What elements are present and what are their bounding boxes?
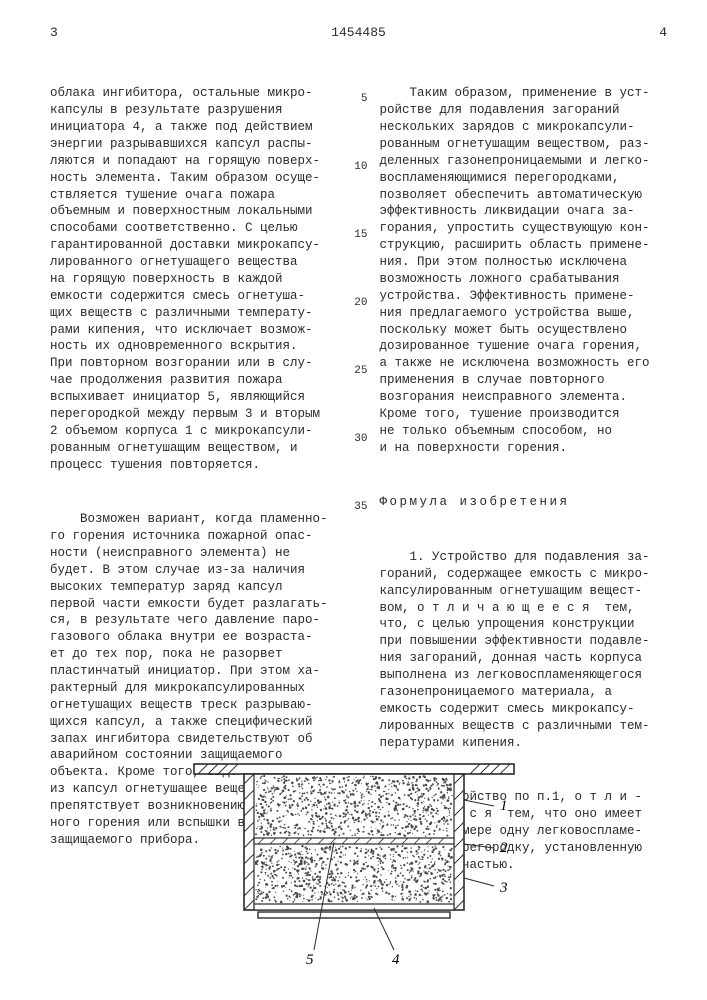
page-number-right: 4: [627, 24, 667, 42]
figure-label-5: 5: [306, 952, 314, 968]
figure-label-4: 4: [392, 952, 400, 968]
figure-label-2: 2: [500, 840, 508, 856]
line-mark: 30: [350, 432, 368, 500]
page-header: 3 1454485 4: [50, 24, 667, 42]
formula-title: Формула изобретения: [380, 494, 668, 511]
figure-label-1: 1: [500, 798, 508, 814]
device-diagram: 1 2 3 4 5: [174, 760, 534, 970]
line-mark: 25: [350, 364, 368, 432]
line-mark: 5: [350, 92, 368, 160]
right-paragraph-1: Таким образом, применение в уст- ройстве…: [380, 85, 668, 456]
figure-label-3: 3: [499, 880, 508, 896]
line-mark: 15: [350, 228, 368, 296]
document-number: 1454485: [90, 24, 627, 42]
claim-1: 1. Устройство для подавления за- гораний…: [380, 549, 668, 752]
figure-container: 1 2 3 4 5: [0, 760, 707, 970]
line-mark: 20: [350, 296, 368, 364]
line-mark: 35: [350, 500, 368, 568]
line-mark: 10: [350, 160, 368, 228]
left-paragraph-1: облака ингибитора, остальные микро- капс…: [50, 85, 338, 473]
page-number-left: 3: [50, 24, 90, 42]
